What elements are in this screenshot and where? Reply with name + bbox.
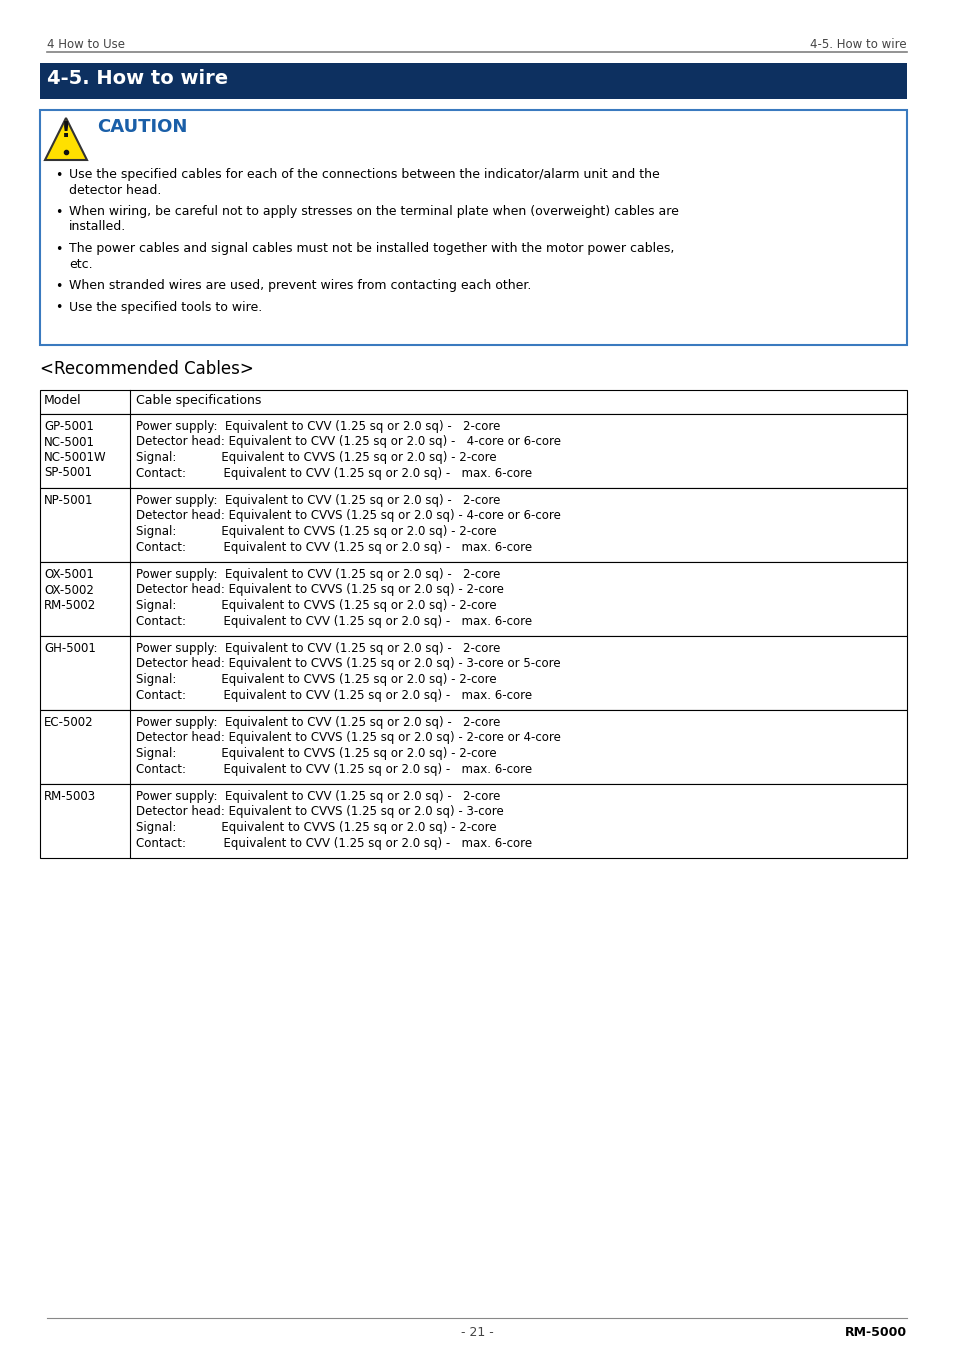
Bar xyxy=(40,784,906,858)
Bar xyxy=(40,63,906,99)
Text: EC-5002: EC-5002 xyxy=(44,716,93,730)
Text: 4-5. How to wire: 4-5. How to wire xyxy=(809,38,906,51)
Text: etc.: etc. xyxy=(69,258,92,270)
Text: Power supply:  Equivalent to CVV (1.25 sq or 2.0 sq) -   2-core: Power supply: Equivalent to CVV (1.25 sq… xyxy=(136,790,500,802)
Bar xyxy=(40,109,906,345)
Text: Detector head: Equivalent to CVVS (1.25 sq or 2.0 sq) - 2-core: Detector head: Equivalent to CVVS (1.25 … xyxy=(136,584,503,597)
Text: RM-5000: RM-5000 xyxy=(844,1325,906,1339)
Text: GP-5001: GP-5001 xyxy=(44,420,93,434)
Bar xyxy=(40,636,906,711)
Text: Contact:          Equivalent to CVV (1.25 sq or 2.0 sq) -   max. 6-core: Contact: Equivalent to CVV (1.25 sq or 2… xyxy=(136,836,532,850)
Text: Signal:            Equivalent to CVVS (1.25 sq or 2.0 sq) - 2-core: Signal: Equivalent to CVVS (1.25 sq or 2… xyxy=(136,821,497,834)
Text: •: • xyxy=(55,205,62,219)
Text: Signal:            Equivalent to CVVS (1.25 sq or 2.0 sq) - 2-core: Signal: Equivalent to CVVS (1.25 sq or 2… xyxy=(136,451,497,463)
Text: Signal:            Equivalent to CVVS (1.25 sq or 2.0 sq) - 2-core: Signal: Equivalent to CVVS (1.25 sq or 2… xyxy=(136,526,497,538)
Text: •: • xyxy=(55,301,62,315)
Text: SP-5001: SP-5001 xyxy=(44,466,92,480)
Text: Power supply:  Equivalent to CVV (1.25 sq or 2.0 sq) -   2-core: Power supply: Equivalent to CVV (1.25 sq… xyxy=(136,716,500,730)
Text: 4 How to Use: 4 How to Use xyxy=(47,38,125,51)
Text: •: • xyxy=(55,280,62,293)
Text: Contact:          Equivalent to CVV (1.25 sq or 2.0 sq) -   max. 6-core: Contact: Equivalent to CVV (1.25 sq or 2… xyxy=(136,466,532,480)
Text: When stranded wires are used, prevent wires from contacting each other.: When stranded wires are used, prevent wi… xyxy=(69,280,531,292)
Text: Contact:          Equivalent to CVV (1.25 sq or 2.0 sq) -   max. 6-core: Contact: Equivalent to CVV (1.25 sq or 2… xyxy=(136,540,532,554)
Text: •: • xyxy=(55,169,62,182)
Text: OX-5001: OX-5001 xyxy=(44,567,93,581)
Text: Power supply:  Equivalent to CVV (1.25 sq or 2.0 sq) -   2-core: Power supply: Equivalent to CVV (1.25 sq… xyxy=(136,494,500,507)
Text: Use the specified tools to wire.: Use the specified tools to wire. xyxy=(69,300,262,313)
Text: Power supply:  Equivalent to CVV (1.25 sq or 2.0 sq) -   2-core: Power supply: Equivalent to CVV (1.25 sq… xyxy=(136,420,500,434)
Bar xyxy=(40,711,906,784)
Text: Contact:          Equivalent to CVV (1.25 sq or 2.0 sq) -   max. 6-core: Contact: Equivalent to CVV (1.25 sq or 2… xyxy=(136,615,532,627)
Text: detector head.: detector head. xyxy=(69,184,161,196)
Text: When wiring, be careful not to apply stresses on the terminal plate when (overwe: When wiring, be careful not to apply str… xyxy=(69,205,679,218)
Bar xyxy=(40,390,906,413)
Text: Signal:            Equivalent to CVVS (1.25 sq or 2.0 sq) - 2-core: Signal: Equivalent to CVVS (1.25 sq or 2… xyxy=(136,598,497,612)
Text: NC-5001: NC-5001 xyxy=(44,435,95,449)
Text: The power cables and signal cables must not be installed together with the motor: The power cables and signal cables must … xyxy=(69,242,674,255)
Text: OX-5002: OX-5002 xyxy=(44,584,93,597)
Text: Detector head: Equivalent to CVVS (1.25 sq or 2.0 sq) - 4-core or 6-core: Detector head: Equivalent to CVVS (1.25 … xyxy=(136,509,560,523)
Text: Contact:          Equivalent to CVV (1.25 sq or 2.0 sq) -   max. 6-core: Contact: Equivalent to CVV (1.25 sq or 2… xyxy=(136,762,532,775)
Text: Signal:            Equivalent to CVVS (1.25 sq or 2.0 sq) - 2-core: Signal: Equivalent to CVVS (1.25 sq or 2… xyxy=(136,673,497,686)
Text: Detector head: Equivalent to CVVS (1.25 sq or 2.0 sq) - 3-core: Detector head: Equivalent to CVVS (1.25 … xyxy=(136,805,503,819)
Text: installed.: installed. xyxy=(69,220,126,234)
Text: Detector head: Equivalent to CVVS (1.25 sq or 2.0 sq) - 2-core or 4-core: Detector head: Equivalent to CVVS (1.25 … xyxy=(136,731,560,744)
Text: NP-5001: NP-5001 xyxy=(44,494,93,507)
Text: - 21 -: - 21 - xyxy=(460,1325,493,1339)
Text: RM-5003: RM-5003 xyxy=(44,790,96,802)
Text: GH-5001: GH-5001 xyxy=(44,642,95,655)
Text: NC-5001W: NC-5001W xyxy=(44,451,107,463)
Text: !: ! xyxy=(61,120,71,141)
Text: 4-5. How to wire: 4-5. How to wire xyxy=(47,69,228,88)
Bar xyxy=(40,488,906,562)
Text: Detector head: Equivalent to CVV (1.25 sq or 2.0 sq) -   4-core or 6-core: Detector head: Equivalent to CVV (1.25 s… xyxy=(136,435,560,449)
Text: <Recommended Cables>: <Recommended Cables> xyxy=(40,359,253,378)
Text: •: • xyxy=(55,243,62,255)
Bar xyxy=(40,413,906,488)
Text: Contact:          Equivalent to CVV (1.25 sq or 2.0 sq) -   max. 6-core: Contact: Equivalent to CVV (1.25 sq or 2… xyxy=(136,689,532,701)
Polygon shape xyxy=(45,118,87,159)
Text: Power supply:  Equivalent to CVV (1.25 sq or 2.0 sq) -   2-core: Power supply: Equivalent to CVV (1.25 sq… xyxy=(136,642,500,655)
Bar xyxy=(40,562,906,636)
Text: Model: Model xyxy=(44,394,82,407)
Text: Detector head: Equivalent to CVVS (1.25 sq or 2.0 sq) - 3-core or 5-core: Detector head: Equivalent to CVVS (1.25 … xyxy=(136,658,560,670)
Text: Use the specified cables for each of the connections between the indicator/alarm: Use the specified cables for each of the… xyxy=(69,168,659,181)
Text: Power supply:  Equivalent to CVV (1.25 sq or 2.0 sq) -   2-core: Power supply: Equivalent to CVV (1.25 sq… xyxy=(136,567,500,581)
Text: CAUTION: CAUTION xyxy=(97,118,187,136)
Text: Cable specifications: Cable specifications xyxy=(136,394,261,407)
Text: RM-5002: RM-5002 xyxy=(44,598,96,612)
Text: Signal:            Equivalent to CVVS (1.25 sq or 2.0 sq) - 2-core: Signal: Equivalent to CVVS (1.25 sq or 2… xyxy=(136,747,497,761)
